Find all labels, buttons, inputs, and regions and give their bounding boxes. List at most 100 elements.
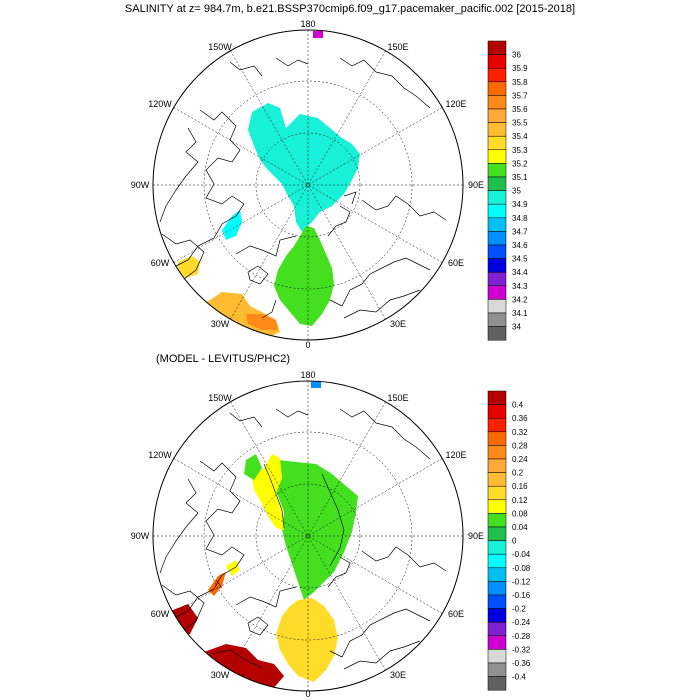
colorbar-swatch: [487, 67, 507, 83]
panel-subtitle: (MODEL - LEVITUS/PHC2): [156, 353, 290, 365]
salinity-colorbar: 36 35.9 35.8 35.7 35.6 35.5 35.4 35.3 35.2 35.1 35…: [487, 40, 528, 341]
difference-map: [152, 380, 464, 692]
colorbar-label: 0.32: [512, 428, 528, 437]
colorbar-swatch: [487, 567, 507, 582]
colorbar-label: 34.1: [512, 309, 528, 318]
lon-label: 90E: [468, 531, 484, 541]
colorbar-label: 35.9: [512, 64, 528, 73]
colorbar-swatch: [487, 149, 507, 164]
lon-label: 30E: [390, 319, 406, 329]
colorbar-label: -0.32: [512, 645, 531, 654]
colorbar-swatch: [487, 431, 507, 446]
colorbar-label: 34: [512, 323, 521, 332]
lon-label: 150W: [208, 42, 232, 52]
nordic-seas-field: [274, 226, 334, 326]
graticule: [153, 30, 463, 340]
coastlines: [159, 408, 447, 670]
colorbar-label: -0.12: [512, 577, 531, 586]
colorbar-label: 0.12: [512, 496, 528, 505]
lon-label: 60E: [448, 609, 464, 619]
lon-label: 90E: [468, 180, 484, 190]
labrador-field: [178, 256, 200, 278]
colorbar-swatch: [487, 513, 507, 528]
colorbar-swatch: [487, 163, 507, 178]
lon-label: 30W: [211, 670, 230, 680]
colorbar-swatch: [487, 40, 507, 55]
colorbar-label: 36: [512, 51, 521, 60]
colorbar-label: -0.4: [512, 673, 526, 682]
baffin-difference-field: [226, 560, 240, 576]
colorbar-label: 35.6: [512, 105, 528, 114]
lon-label: 150E: [387, 42, 408, 52]
colorbar-label: 34.7: [512, 227, 528, 236]
colorbar-label: 34.8: [512, 214, 528, 223]
colorbar-label: 34.2: [512, 295, 528, 304]
colorbar-swatch: [487, 285, 507, 300]
colorbar-swatch: [487, 608, 507, 623]
colorbar-swatch: [487, 649, 507, 664]
lon-label: 0: [305, 340, 310, 350]
colorbar-label: 35.1: [512, 173, 528, 182]
bering-field: [313, 31, 323, 38]
colorbar-label: 34.9: [512, 200, 528, 209]
map-border: [152, 380, 464, 692]
colorbar-label: 34.3: [512, 282, 528, 291]
colorbar-label: 35: [512, 187, 521, 196]
salinity-map: [152, 29, 464, 341]
colorbar-swatch: [487, 258, 507, 273]
colorbar-swatch: [487, 594, 507, 609]
colorbar-swatch: [487, 312, 507, 327]
colorbar-swatch: [487, 54, 507, 69]
colorbar-swatch: [487, 231, 507, 246]
lon-label: 180: [300, 19, 315, 29]
longitude-labels-bottom: 180 150E 120E 90E 60E 30E 0 30W 60W 90W …: [131, 370, 484, 699]
colorbar-swatch: [487, 176, 507, 191]
lon-label: 30E: [390, 670, 406, 680]
colorbar-swatch: [487, 404, 507, 419]
colorbar-swatch: [487, 472, 507, 487]
colorbar-swatch: [487, 190, 507, 205]
colorbar-label: 0.36: [512, 414, 528, 423]
colorbar-swatch: [487, 485, 507, 501]
colorbar-label: 35.3: [512, 146, 528, 155]
colorbar-swatch: [487, 299, 507, 314]
colorbar-label: 34.5: [512, 255, 528, 264]
arctic-difference-field: [270, 460, 358, 600]
colorbar-swatch: [487, 676, 507, 691]
colorbar-label: -0.36: [512, 659, 531, 668]
bering-difference-field: [311, 381, 321, 388]
colorbar-label: -0.2: [512, 605, 526, 614]
map-border: [152, 29, 464, 341]
arctic-basin-field: [248, 103, 360, 232]
lon-label: 120W: [148, 450, 172, 460]
colorbar-label: -0.04: [512, 550, 531, 559]
colorbar-swatch: [487, 635, 507, 650]
colorbar-swatch: [487, 499, 507, 514]
colorbar-swatch: [487, 445, 507, 460]
colorbar-swatch: [487, 621, 507, 637]
colorbar-swatch: [487, 135, 507, 151]
colorbar-swatch: [487, 271, 507, 287]
colorbar-label: 0.4: [512, 401, 524, 410]
colorbar-label: 0.24: [512, 455, 528, 464]
colorbar-label: 35.7: [512, 91, 528, 100]
longitude-labels-top: 180 150E 120E 90E 60E 30E 0 30W 60W 90W …: [131, 19, 484, 350]
colorbar-swatch: [487, 95, 507, 110]
lon-label: 120E: [445, 99, 466, 109]
colorbar-label: 35.4: [512, 132, 528, 141]
colorbar-swatch: [487, 526, 507, 541]
graticule: [153, 381, 463, 691]
colorbar-label: 0.04: [512, 523, 528, 532]
panel-title: SALINITY at z= 984.7m, b.e21.BSSP370cmip…: [125, 3, 575, 15]
lon-label: 180: [300, 370, 315, 380]
colorbar-swatch: [487, 108, 507, 123]
lon-label: 150E: [387, 393, 408, 403]
colorbar-label: 0.28: [512, 441, 528, 450]
colorbar-label: 35.8: [512, 78, 528, 87]
colorbar-label: 34.4: [512, 268, 528, 277]
colorbar-label: 34.6: [512, 241, 528, 250]
canada-basin-field: [252, 454, 284, 530]
colorbar-swatch: [487, 540, 507, 555]
colorbar-swatch: [487, 553, 507, 569]
